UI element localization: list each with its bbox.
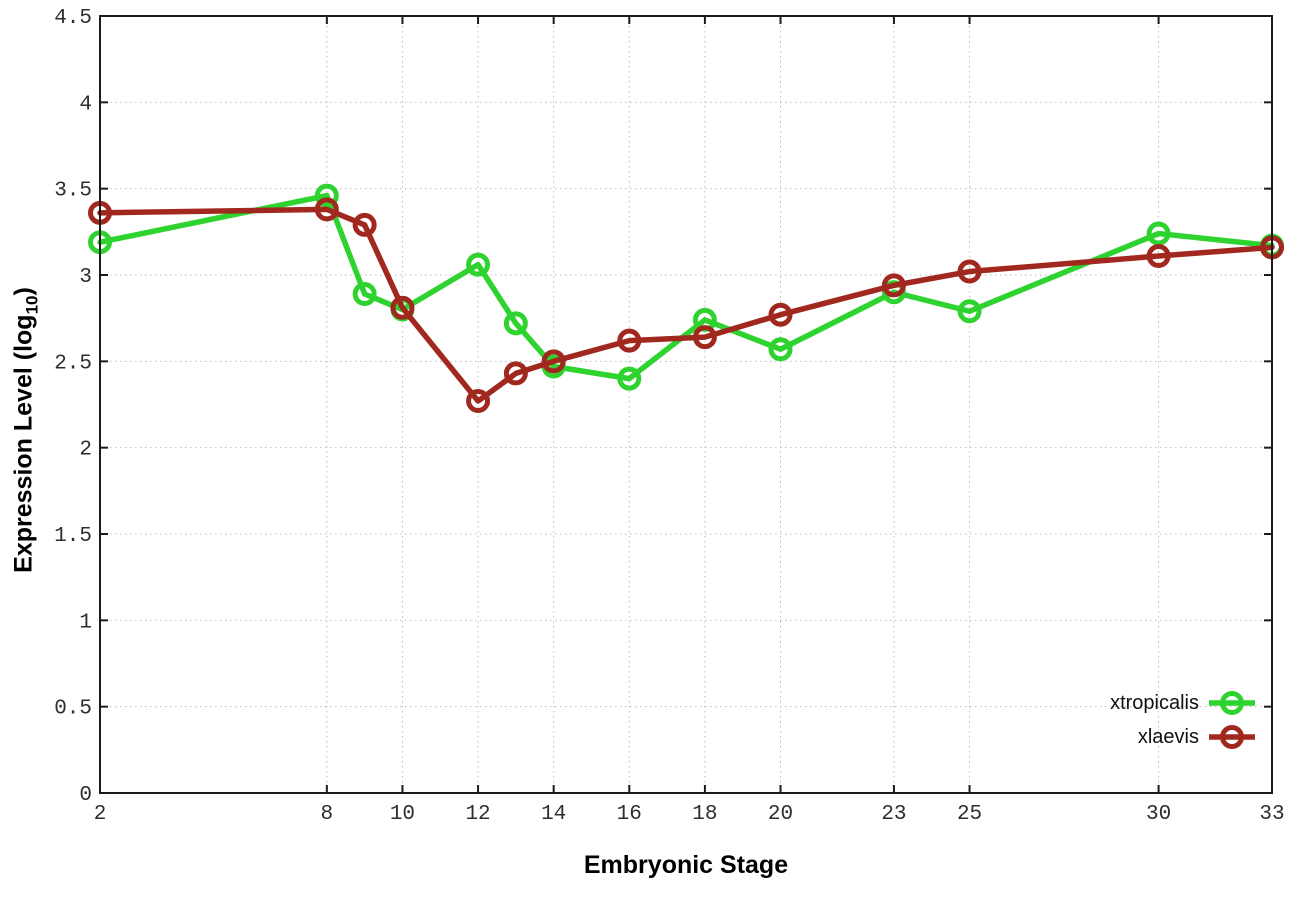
data-point-xlaevis xyxy=(692,325,717,350)
y-tick-label: 1 xyxy=(79,611,92,634)
y-tick-label: 2.5 xyxy=(54,352,92,375)
y-tick-label: 0 xyxy=(79,784,92,807)
data-point-xtropicalis xyxy=(466,252,491,277)
x-tick-label: 25 xyxy=(957,803,982,826)
data-point-xlaevis xyxy=(881,273,906,298)
x-tick-label: 14 xyxy=(541,803,566,826)
data-point-xlaevis xyxy=(541,349,566,374)
x-tick-label: 12 xyxy=(465,803,490,826)
y-tick-label: 4 xyxy=(79,93,92,116)
legend-item-xlaevis: xlaevis xyxy=(1110,722,1256,752)
data-point-xtropicalis xyxy=(352,281,377,306)
data-point-xlaevis xyxy=(314,197,339,222)
x-tick-label: 2 xyxy=(94,803,107,826)
data-point-xlaevis xyxy=(768,302,793,327)
legend-label-xtropicalis: xtropicalis xyxy=(1110,691,1199,714)
data-point-xlaevis xyxy=(617,328,642,353)
legend: xtropicalis xlaevis xyxy=(1110,688,1256,752)
series-line-xlaevis xyxy=(97,206,1275,404)
plot-border xyxy=(99,15,1273,794)
legend-marker-circle-icon xyxy=(1209,691,1255,715)
x-tick-label: 30 xyxy=(1146,803,1171,826)
data-point-xtropicalis xyxy=(314,183,339,208)
data-point-xlaevis xyxy=(466,389,491,414)
data-point-xlaevis xyxy=(1146,244,1171,269)
y-axis-title-text: Expression Level (log xyxy=(9,314,38,573)
legend-label-xlaevis: xlaevis xyxy=(1137,725,1199,748)
series-line-xtropicalis xyxy=(97,192,1275,382)
y-tick-label: 1.5 xyxy=(54,525,92,548)
y-tick-label: 2 xyxy=(79,439,92,462)
data-point-xtropicalis xyxy=(1146,221,1171,246)
y-axis-title-subscript: 10 xyxy=(22,295,42,315)
y-tick-label: 0.5 xyxy=(54,698,92,721)
data-point-xlaevis xyxy=(390,295,415,320)
data-point-xlaevis xyxy=(352,212,377,237)
y-tick-label: 4.5 xyxy=(54,7,92,30)
y-tick-label: 3 xyxy=(79,266,92,289)
y-tick-label: 3.5 xyxy=(54,180,92,203)
legend-marker-circle-icon xyxy=(1209,725,1255,749)
x-tick-label: 16 xyxy=(617,803,642,826)
x-tick-label: 8 xyxy=(321,803,334,826)
x-tick-label: 23 xyxy=(881,803,906,826)
x-tick-label: 10 xyxy=(390,803,415,826)
data-point-xtropicalis xyxy=(617,366,642,391)
legend-item-xtropicalis: xtropicalis xyxy=(1110,688,1256,718)
data-point-xtropicalis xyxy=(503,311,528,336)
x-tick-label: 18 xyxy=(692,803,717,826)
data-point-xlaevis xyxy=(503,361,528,386)
x-tick-label: 20 xyxy=(768,803,793,826)
data-point-xlaevis xyxy=(957,259,982,284)
data-point-xtropicalis xyxy=(768,337,793,362)
y-axis-title: Expression Level (log10) xyxy=(10,287,43,573)
data-point-xtropicalis xyxy=(957,299,982,324)
y-axis-title-close: ) xyxy=(9,287,38,296)
x-tick-label: 33 xyxy=(1259,803,1284,826)
x-axis-title: Embryonic Stage xyxy=(583,851,789,879)
